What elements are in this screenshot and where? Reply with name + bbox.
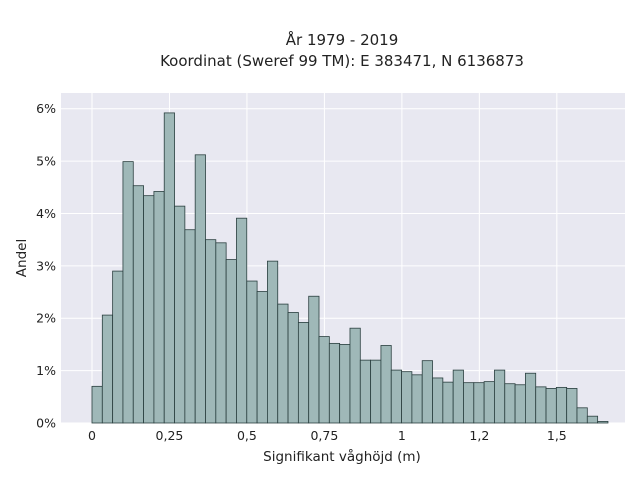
histogram-bar — [328, 342, 341, 424]
histogram-bar — [215, 242, 227, 424]
y-tick-label: 6% — [36, 101, 56, 116]
histogram-bar — [586, 415, 599, 424]
histogram-bar — [576, 407, 588, 424]
histogram-bar — [380, 345, 392, 424]
histogram-bar — [225, 259, 237, 424]
histogram-bar — [163, 112, 175, 424]
histogram-bar — [256, 291, 268, 424]
chart-title-line2: Koordinat (Sweref 99 TM): E 383471, N 61… — [160, 52, 524, 70]
histogram-bar — [174, 205, 186, 424]
y-tick-labels: 0% 1% 2% 3% 4% 5% 6% — [36, 101, 56, 430]
histogram-bar — [452, 369, 464, 424]
histogram-bar — [101, 314, 114, 424]
y-tick-label: 4% — [36, 206, 56, 221]
y-axis-label: Andel — [14, 239, 30, 277]
x-tick-labels: 0 0,25 0,5 0,75 1 1,2 1,5 — [88, 428, 567, 443]
histogram-bar — [442, 381, 454, 424]
histogram-bar — [205, 239, 217, 424]
histogram-bar — [432, 377, 444, 424]
histogram-bar — [483, 381, 495, 424]
y-tick-label: 1% — [36, 363, 56, 378]
histogram-bar — [132, 185, 144, 424]
histogram-bar — [339, 344, 351, 424]
histogram-bar — [143, 195, 155, 424]
histogram-bar — [597, 421, 609, 424]
histogram-bar — [308, 295, 320, 424]
histogram-bar — [421, 360, 433, 424]
histogram-bar — [349, 327, 361, 424]
histogram-bar — [370, 359, 382, 424]
histogram-bar — [122, 161, 134, 424]
histogram-bar — [514, 384, 526, 424]
histogram-bar — [267, 260, 279, 424]
histogram-bar — [184, 229, 196, 424]
histogram-bar — [153, 191, 165, 424]
x-tick-label: 0,75 — [310, 428, 338, 443]
x-tick-label: 0 — [88, 428, 96, 443]
histogram-bar — [411, 374, 423, 424]
x-tick-label: 1 — [398, 428, 406, 443]
histogram-bars — [91, 112, 609, 424]
histogram-bar — [545, 388, 557, 424]
histogram-bar — [463, 382, 475, 424]
histogram-bar — [297, 322, 310, 424]
x-tick-label: 0,25 — [156, 428, 184, 443]
chart-title-line1: År 1979 - 2019 — [286, 30, 399, 49]
histogram-bar — [390, 369, 402, 424]
histogram-bar — [287, 312, 299, 424]
y-tick-label: 2% — [36, 311, 56, 326]
histogram-bar — [566, 388, 578, 424]
x-tick-label: 0,5 — [237, 428, 257, 443]
histogram-bar — [112, 270, 124, 424]
histogram-bar — [194, 154, 206, 424]
x-tick-label: 1,2 — [469, 428, 489, 443]
x-tick-label: 1,5 — [547, 428, 567, 443]
x-axis-label: Signifikant våghöjd (m) — [263, 448, 421, 465]
y-tick-label: 3% — [36, 258, 56, 273]
histogram-bar — [359, 359, 372, 424]
y-tick-label: 0% — [36, 416, 56, 431]
histogram-bar — [401, 371, 413, 424]
histogram-bar — [246, 280, 258, 424]
histogram-bar — [535, 386, 547, 424]
histogram-bar — [504, 383, 516, 424]
histogram-bar — [236, 217, 248, 424]
histogram-bar — [555, 386, 568, 424]
histogram-bar — [494, 369, 506, 424]
histogram-bar — [318, 336, 330, 424]
histogram-bar — [277, 303, 289, 424]
histogram-bar — [525, 372, 537, 424]
histogram-bar — [473, 382, 485, 424]
histogram-bar — [91, 385, 103, 424]
y-tick-label: 5% — [36, 154, 56, 169]
